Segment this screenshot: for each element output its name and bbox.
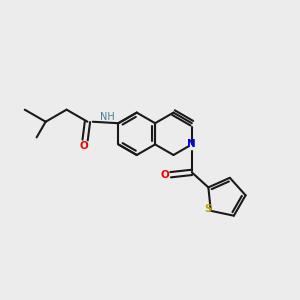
Text: O: O: [161, 170, 170, 180]
Text: O: O: [79, 142, 88, 152]
Text: N: N: [188, 140, 196, 149]
Text: S: S: [205, 204, 212, 214]
Text: NH: NH: [100, 112, 115, 122]
